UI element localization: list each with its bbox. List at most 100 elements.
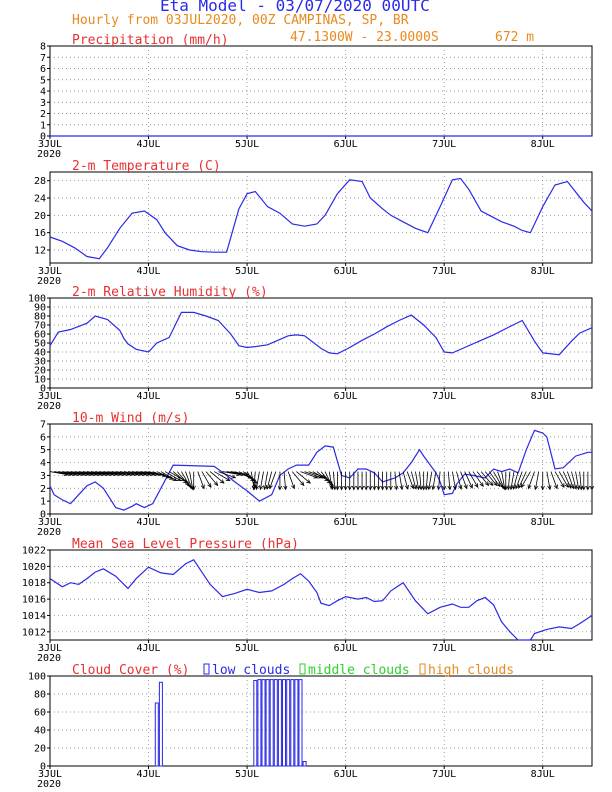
panel-precipitation-mm-h-ytick-label: 8 bbox=[40, 42, 46, 53]
wind-vector-arrow bbox=[575, 471, 580, 490]
panel-2-m-relative-humidity-ytick-label: 30 bbox=[34, 357, 46, 368]
wind-vector-arrow bbox=[172, 471, 188, 484]
wind-vector-arrowhead bbox=[520, 483, 525, 489]
panel-cloud-cover-ytick-label: 80 bbox=[34, 690, 46, 701]
panel-precipitation-mm-h-ytick-label: 0 bbox=[40, 132, 46, 143]
wind-vector-arrow bbox=[535, 471, 540, 490]
panel-2-m-relative-humidity-title: 2-m Relative Humidity (%) bbox=[72, 285, 268, 300]
cloud-bar-low-clouds bbox=[294, 679, 299, 767]
wind-vector-arrow bbox=[476, 471, 489, 486]
wind-vector-arrowhead bbox=[200, 484, 205, 490]
wind-vector-arrow bbox=[398, 471, 403, 490]
wind-vector-arrow bbox=[140, 471, 159, 476]
wind-vector-arrow bbox=[464, 471, 473, 489]
wind-vector-arrow bbox=[328, 471, 333, 490]
wind-vector-arrow bbox=[554, 471, 565, 488]
wind-vector-arrow bbox=[99, 471, 118, 476]
panel-cloud-cover-year-label: 2020 bbox=[37, 779, 61, 790]
wind-vector-arrowhead bbox=[207, 483, 212, 489]
panel-mean-sea-level-pressure-hpa-xtick-label: 5JUL bbox=[235, 643, 259, 654]
wind-vector-arrow bbox=[571, 471, 577, 490]
panel-2-m-relative-humidity-ytick-label: 60 bbox=[34, 330, 46, 341]
wind-vector-arrow bbox=[136, 471, 155, 476]
wind-vector-arrowhead bbox=[265, 484, 271, 490]
wind-vector-arrow bbox=[425, 471, 429, 490]
chart-main-title: Eta Model - 03/07/2020 00UTC bbox=[160, 0, 430, 15]
cloud-bar-low-clouds bbox=[269, 679, 274, 767]
wind-vector-arrowhead bbox=[335, 485, 340, 491]
cloud-bar-low-clouds bbox=[290, 679, 295, 767]
wind-vector-arrow bbox=[62, 471, 81, 476]
legend-label-high-clouds: high clouds bbox=[428, 663, 514, 678]
legend-swatch-high-clouds bbox=[419, 663, 426, 675]
wind-vector-arrowhead bbox=[225, 477, 231, 482]
wind-vector-arrow bbox=[300, 471, 318, 479]
wind-vector-arrow bbox=[515, 471, 523, 489]
panel-2-m-relative-humidity-ytick-label: 20 bbox=[34, 366, 46, 377]
panel-cloud-cover-title: Cloud Cover (%) bbox=[72, 663, 189, 678]
panel-precipitation-mm-h-title: Precipitation (mm/h) bbox=[72, 33, 229, 48]
panel-precipitation-mm-h-ytick-label: 1 bbox=[40, 120, 46, 131]
panel-cloud-cover-xtick-label: 5JUL bbox=[235, 769, 259, 780]
wind-vector-arrow bbox=[428, 471, 433, 490]
panel-cloud-cover-ytick-label: 0 bbox=[40, 762, 46, 773]
panel-mean-sea-level-pressure-hpa-ytick-label: 1018 bbox=[22, 578, 46, 589]
wind-vector-arrow bbox=[296, 471, 311, 484]
panel-2-m-temperature-c-ytick-label: 20 bbox=[34, 211, 46, 222]
wind-vector-arrow bbox=[562, 471, 572, 489]
wind-vector-arrowhead bbox=[463, 484, 468, 490]
wind-vector-arrowhead bbox=[534, 485, 539, 491]
wind-vector-arrowhead bbox=[380, 485, 385, 491]
wind-vector-arrow bbox=[66, 471, 85, 476]
panel-2-m-temperature-c-title: 2-m Temperature (C) bbox=[72, 159, 221, 174]
panel-2-m-temperature-c-series-line bbox=[49, 177, 593, 260]
legend-label-low-clouds: low clouds bbox=[212, 663, 290, 678]
wind-vector-arrow bbox=[209, 471, 225, 484]
panel-precipitation-mm-h-ytick-label: 2 bbox=[40, 109, 46, 120]
panel-2-m-relative-humidity-xtick-label: 7JUL bbox=[432, 391, 456, 402]
panel-cloud-cover-frame bbox=[49, 675, 593, 767]
wind-vector-arrow bbox=[566, 471, 574, 489]
cloud-bar-low-clouds bbox=[302, 761, 307, 767]
panel-mean-sea-level-pressure-hpa-ytick-label: 1012 bbox=[22, 627, 46, 638]
wind-vector-arrow bbox=[164, 471, 181, 481]
wind-vector-arrow bbox=[283, 471, 286, 490]
panel-2-m-relative-humidity-year-label: 2020 bbox=[37, 401, 61, 412]
wind-vector-arrow bbox=[316, 471, 331, 484]
cloud-bar-low-clouds bbox=[154, 702, 159, 767]
panel-cloud-cover-xtick-label: 7JUL bbox=[432, 769, 456, 780]
wind-vector-arrowhead bbox=[567, 483, 572, 489]
wind-vector-arrow bbox=[546, 471, 551, 490]
panel-precipitation-mm-h-ytick-label: 4 bbox=[40, 87, 46, 98]
panel-2-m-relative-humidity-series-line bbox=[49, 311, 593, 356]
wind-vector-arrow bbox=[419, 471, 422, 490]
wind-vector-arrow bbox=[513, 471, 519, 490]
panel-2-m-relative-humidity-xtick-label: 6JUL bbox=[334, 391, 358, 402]
wind-vector-arrowhead bbox=[343, 485, 348, 491]
panel-10-m-wind-m-s-ytick-label: 4 bbox=[40, 458, 46, 469]
wind-vector-arrowhead bbox=[468, 483, 473, 489]
wind-vector-arrowhead bbox=[399, 485, 404, 491]
wind-vector-arrow bbox=[528, 471, 535, 489]
wind-vector-arrow bbox=[185, 471, 193, 489]
wind-vector-arrowhead bbox=[364, 485, 369, 491]
panel-precipitation-mm-h-xtick-label: 5JUL bbox=[235, 139, 259, 150]
panel-10-m-wind-m-s-ytick-label: 1 bbox=[40, 497, 46, 508]
panel-2-m-temperature-c-ytick-label: 24 bbox=[34, 194, 46, 205]
wind-vector-arrow bbox=[291, 471, 305, 486]
panel-precipitation-mm-h-xtick-label: 8JUL bbox=[531, 139, 555, 150]
wind-vector-arrow bbox=[287, 471, 295, 489]
wind-vector-arrowhead bbox=[176, 477, 182, 482]
wind-vector-arrowhead bbox=[479, 482, 484, 488]
wind-vector-arrowhead bbox=[368, 485, 373, 491]
wind-vector-arrow bbox=[266, 471, 273, 490]
panel-2-m-temperature-c-year-label: 2020 bbox=[37, 276, 61, 287]
wind-vector-arrow bbox=[451, 471, 456, 490]
panel-2-m-temperature-c-ytick-label: 12 bbox=[34, 246, 46, 257]
wind-vector-arrow bbox=[181, 471, 191, 488]
wind-vector-arrowhead bbox=[585, 485, 590, 491]
panel-10-m-wind-m-s-series-line bbox=[49, 429, 592, 511]
panel-mean-sea-level-pressure-hpa-ytick-label: 1016 bbox=[22, 595, 46, 606]
panel-precipitation-mm-h-year-label: 2020 bbox=[37, 149, 61, 160]
wind-vector-arrowhead bbox=[219, 479, 225, 484]
